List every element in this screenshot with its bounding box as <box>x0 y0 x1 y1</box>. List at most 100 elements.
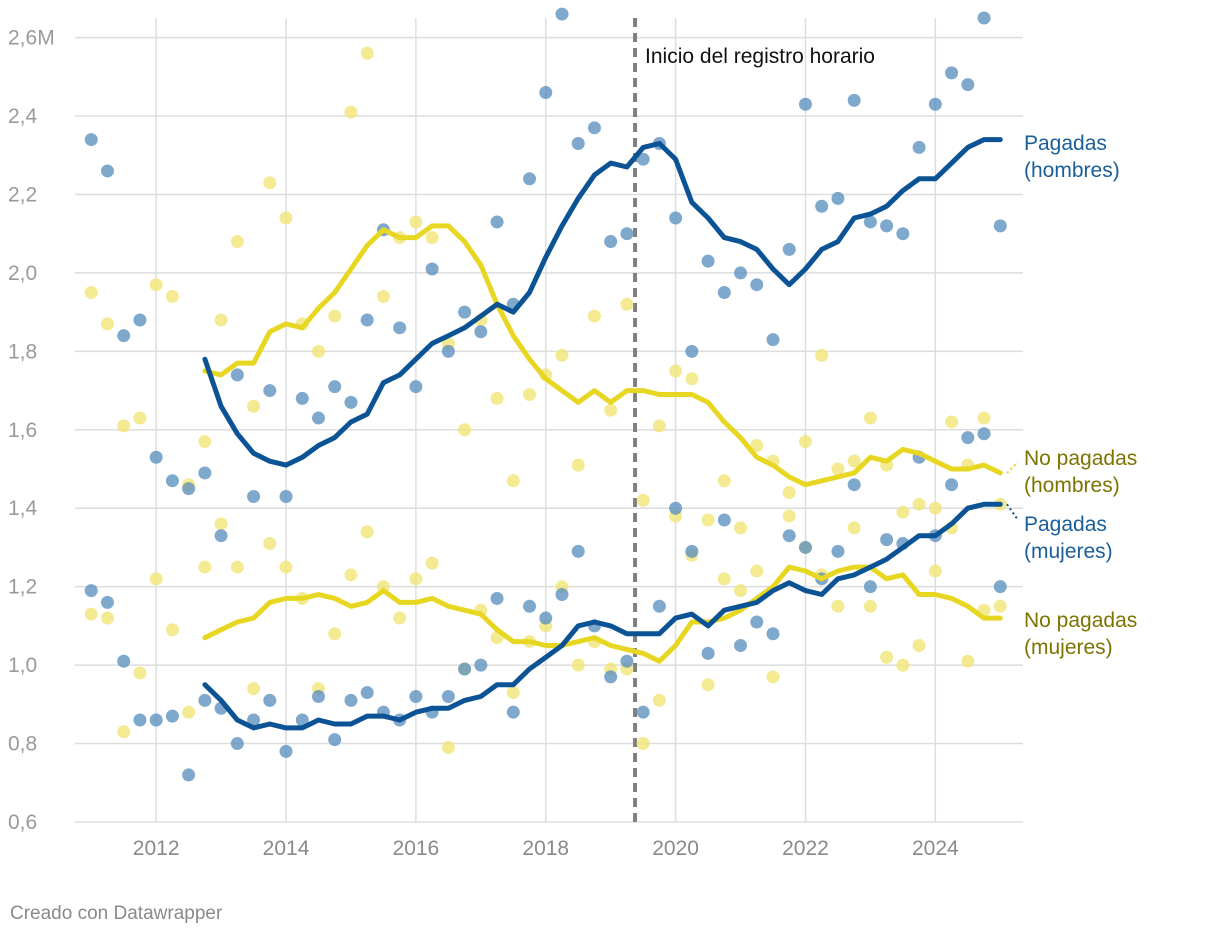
data-point-pag_h <box>977 11 991 25</box>
data-point-pag_m <box>620 654 634 668</box>
data-point-nop_h <box>84 286 98 300</box>
y-tick-label: 2,6M <box>8 27 55 50</box>
data-point-nop_m <box>506 686 520 700</box>
data-point-nop_h <box>717 474 731 488</box>
data-point-nop_m <box>165 623 179 637</box>
data-point-nop_m <box>279 560 293 574</box>
data-point-nop_h <box>896 505 910 519</box>
data-point-nop_m <box>701 678 715 692</box>
data-point-nop_h <box>555 348 569 362</box>
data-point-nop_m <box>717 572 731 586</box>
data-point-nop_h <box>247 399 261 413</box>
data-point-nop_m <box>652 693 666 707</box>
data-point-nop_h <box>863 411 877 425</box>
data-point-pag_h <box>247 489 261 503</box>
data-point-nop_h <box>425 231 439 245</box>
data-point-pag_m <box>766 627 780 641</box>
data-point-pag_h <box>393 321 407 335</box>
data-point-pag_h <box>149 450 163 464</box>
data-point-pag_m <box>279 744 293 758</box>
data-point-pag_m <box>441 689 455 703</box>
data-point-nop_m <box>214 517 228 531</box>
x-tick-label: 2022 <box>782 837 829 860</box>
data-point-pag_h <box>344 395 358 409</box>
data-point-nop_m <box>133 666 147 680</box>
data-point-pag_h <box>295 391 309 405</box>
data-point-nop_m <box>734 584 748 598</box>
x-tick-label: 2012 <box>133 837 180 860</box>
data-point-pag_h <box>182 482 196 496</box>
x-tick-label: 2014 <box>263 837 310 860</box>
data-point-nop_h <box>652 419 666 433</box>
data-point-nop_h <box>945 415 959 429</box>
data-point-nop_m <box>782 509 796 523</box>
data-point-nop_m <box>571 658 585 672</box>
data-point-nop_m <box>863 599 877 613</box>
data-point-nop_h <box>198 435 212 449</box>
data-point-nop_h <box>669 364 683 378</box>
data-point-pag_h <box>766 333 780 347</box>
series-label-line: Pagadas <box>1024 132 1107 155</box>
data-point-pag_h <box>831 191 845 205</box>
data-point-pag_h <box>474 325 488 339</box>
y-axis-ticks: 0,6 0,8 1,0 1,2 1,4 1,6 1,8 2,0 2,2 2,4 2,6M <box>8 27 55 834</box>
trend-line-pag_m <box>202 501 1003 731</box>
data-point-nop_m <box>896 658 910 672</box>
data-point-pag_h <box>458 305 472 319</box>
data-point-nop_h <box>782 486 796 500</box>
data-point-pag_h <box>685 344 699 358</box>
data-point-pag_m <box>230 737 244 751</box>
data-point-nop_m <box>441 740 455 754</box>
data-point-pag_m <box>782 529 796 543</box>
trend-line-nop_m <box>202 564 1003 664</box>
data-point-pag_h <box>636 152 650 166</box>
series-label-line: No pagadas <box>1024 447 1137 470</box>
data-point-nop_h <box>506 474 520 488</box>
data-point-pag_m <box>198 693 212 707</box>
data-point-pag_m <box>701 646 715 660</box>
data-point-pag_h <box>425 262 439 276</box>
data-point-pag_m <box>523 599 537 613</box>
x-tick-label: 2018 <box>522 837 569 860</box>
data-point-nop_m <box>247 682 261 696</box>
series-label-line: (mujeres) <box>1024 540 1113 563</box>
data-point-pag_h <box>620 227 634 241</box>
data-point-nop_h <box>977 411 991 425</box>
y-tick-label: 2,4 <box>8 105 38 128</box>
data-point-pag_m <box>133 713 147 727</box>
data-point-pag_m <box>669 501 683 515</box>
data-point-nop_m <box>993 599 1007 613</box>
data-point-nop_m <box>393 611 407 625</box>
data-point-pag_h <box>311 411 325 425</box>
data-point-nop_m <box>425 556 439 570</box>
data-point-nop_m <box>847 521 861 535</box>
data-point-pag_h <box>198 466 212 480</box>
data-point-pag_m <box>117 654 131 668</box>
data-point-pag_m <box>636 705 650 719</box>
grid-lines <box>75 18 1023 823</box>
data-point-pag_h <box>441 344 455 358</box>
data-point-nop_m <box>149 572 163 586</box>
series-labels: Pagadas (hombres)Pagadas (mujeres)No pagad… <box>1006 132 1137 659</box>
data-point-pag_m <box>863 580 877 594</box>
data-point-nop_h <box>311 344 325 358</box>
data-point-pag_m <box>311 689 325 703</box>
series-label-line: (hombres) <box>1024 474 1120 497</box>
y-tick-label: 2,0 <box>8 262 37 285</box>
data-point-pag_m <box>555 588 569 602</box>
data-point-nop_h <box>360 46 374 60</box>
data-point-pag_m <box>490 591 504 605</box>
data-point-pag_m <box>831 544 845 558</box>
data-point-pag_m <box>295 713 309 727</box>
data-point-nop_h <box>149 278 163 292</box>
data-point-pag_m <box>993 580 1007 594</box>
data-point-nop_h <box>279 211 293 225</box>
annotation-label: Inicio del registro horario <box>645 45 875 68</box>
label-connector-pag-m <box>1006 503 1019 521</box>
data-point-pag_m <box>360 686 374 700</box>
data-point-nop_m <box>880 650 894 664</box>
data-point-nop_h <box>620 297 634 311</box>
data-point-pag_h <box>993 219 1007 233</box>
data-point-pag_h <box>328 380 342 394</box>
data-point-nop_m <box>230 560 244 574</box>
